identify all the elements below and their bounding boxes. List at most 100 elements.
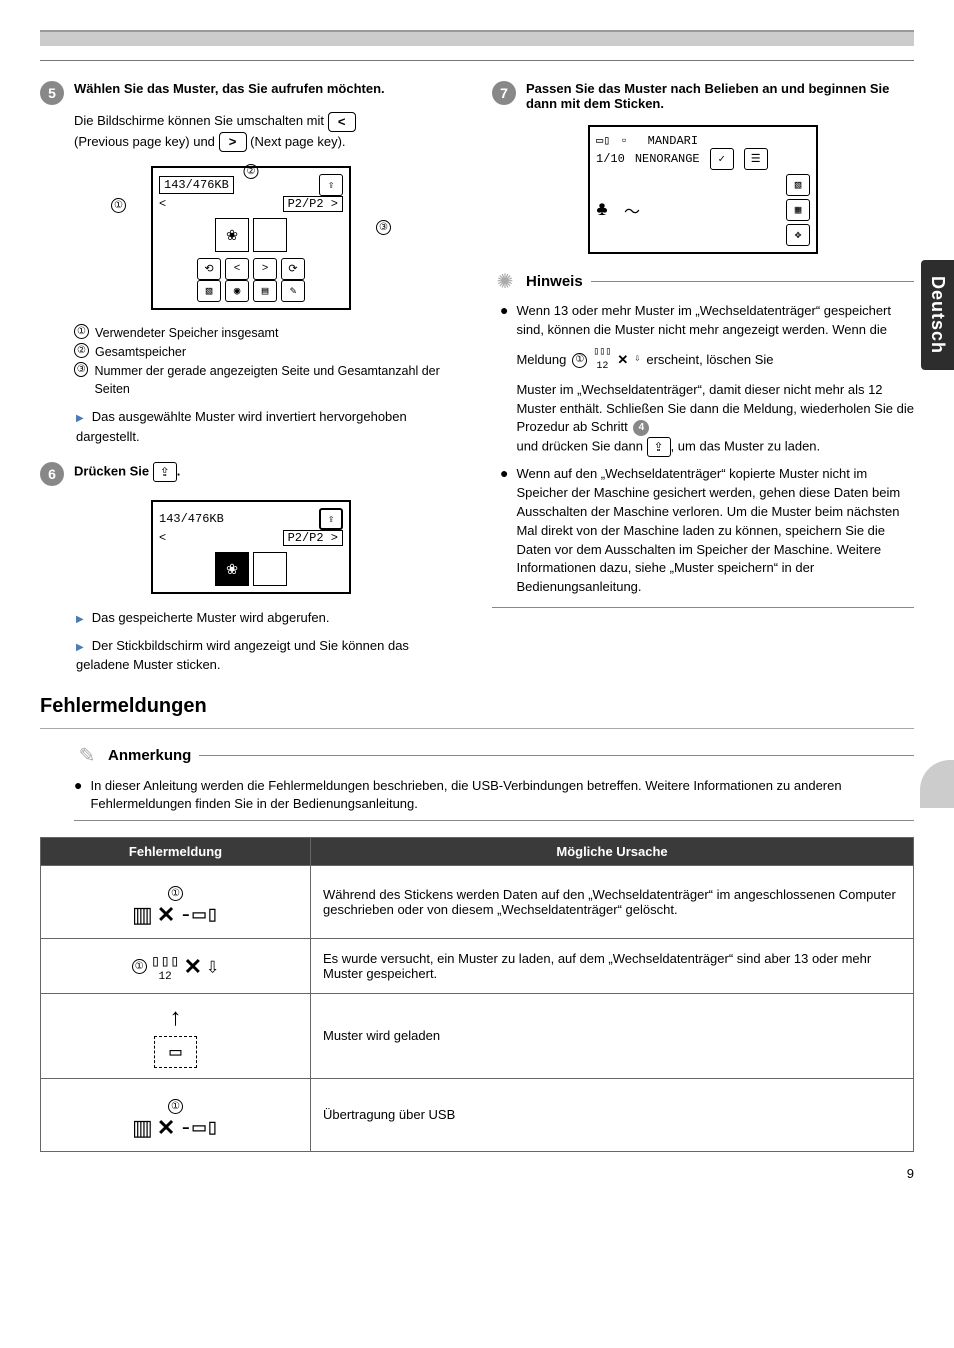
step7-title: Passen Sie das Muster nach Belieben an u… bbox=[526, 81, 889, 111]
anmerkung-icon: ✎ bbox=[74, 743, 100, 769]
hinweis-title: Hinweis bbox=[526, 273, 583, 290]
step5-lcd-figure: 143/476KB ⇪ < P2/P2 > ❀ ⟲ < > bbox=[151, 166, 351, 310]
step6-page: P2/P2 > bbox=[283, 530, 343, 546]
header-rule bbox=[40, 60, 914, 61]
header-gray-bar bbox=[40, 30, 914, 46]
list-icon: ☰ bbox=[744, 148, 768, 170]
msg-x-icon: ✕ bbox=[617, 351, 628, 370]
stitch-preview-icon: ～ bbox=[624, 198, 640, 222]
step6-title-a: Drücken Sie bbox=[74, 464, 149, 479]
err4-warn-icon: ① bbox=[168, 1099, 183, 1114]
table-row: ① ▥ ✕ -▭▯ Während des Stickens werden Da… bbox=[41, 866, 914, 939]
err4-text: Übertragung über USB bbox=[311, 1078, 914, 1151]
load-key-icon: ⇪ bbox=[153, 462, 177, 482]
inline-load-icon: ⇪ bbox=[647, 437, 671, 457]
lcd-fn-d-icon: ✎ bbox=[281, 280, 305, 302]
step-badge-7: 7 bbox=[492, 81, 516, 105]
page-number: 9 bbox=[40, 1166, 914, 1181]
leg-2-text: Gesamtspeicher bbox=[95, 343, 186, 362]
hinweis-item2: Wenn auf den „Wechseldatenträger“ kopier… bbox=[516, 465, 914, 597]
anmerkung-rule bbox=[199, 755, 914, 756]
empty-slot bbox=[253, 218, 287, 252]
table-row: ↑ ▭ Muster wird geladen bbox=[41, 993, 914, 1078]
leg-3-num: ③ bbox=[74, 362, 88, 377]
err4-icons: ▥ ✕ -▭▯ bbox=[132, 1115, 219, 1141]
anmerkung-bottom-rule bbox=[74, 820, 914, 821]
callout-3: ③ bbox=[376, 220, 391, 235]
lcd-back-icon: ⟲ bbox=[197, 258, 221, 280]
lcd-next-icon: > bbox=[253, 258, 277, 280]
fehler-heading: Fehlermeldungen bbox=[40, 695, 914, 718]
lcd-rotate-icon: ⟳ bbox=[281, 258, 305, 280]
section-rule bbox=[40, 728, 914, 729]
msg-usb-icon: ⇩ bbox=[634, 353, 640, 368]
err4-icon-group: ① bbox=[168, 1099, 183, 1114]
step6-empty-slot bbox=[253, 552, 287, 586]
step5-line2a: (Previous page key) und bbox=[74, 134, 215, 149]
color-name-line1: MANDARI bbox=[648, 134, 698, 148]
lcd-prev-icon: < bbox=[225, 258, 249, 280]
err1-icon-group: ① bbox=[168, 886, 183, 901]
msg-patterns-icon: ▯▯▯ bbox=[593, 346, 611, 361]
hoop-icon: ▭▯ bbox=[596, 133, 610, 148]
side-btn-2-icon: ▦ bbox=[786, 199, 810, 221]
step5-title: Wählen Sie das Muster, das Sie aufrufen … bbox=[74, 81, 385, 96]
step5-line2b: (Next page key). bbox=[250, 134, 345, 149]
step6-prev: < bbox=[159, 531, 166, 545]
step5-line1: Die Bildschirme können Sie umschalten mi… bbox=[74, 113, 324, 128]
leg-1-text: Verwendeter Speicher insgesamt bbox=[95, 324, 278, 343]
anmerkung-bullet-dot: ● bbox=[74, 777, 82, 815]
anmerkung-text: In dieser Anleitung werden die Fehlermel… bbox=[90, 777, 914, 815]
bullet-dot: ● bbox=[500, 302, 508, 457]
lcd-mem: 143/476KB bbox=[159, 176, 234, 194]
msg-12: 12 bbox=[596, 360, 608, 375]
side-btn-1-icon: ▧ bbox=[786, 174, 810, 196]
step6-mem: 143/476KB bbox=[159, 512, 224, 526]
bullet-dot-2: ● bbox=[500, 465, 508, 597]
lcd-page: P2/P2 > bbox=[283, 196, 343, 212]
msg-warn-icon: ① bbox=[572, 353, 587, 368]
callout-2: ② bbox=[244, 164, 259, 179]
lcd-fn-a-icon: ▧ bbox=[197, 280, 221, 302]
lcd-prev: < bbox=[159, 197, 166, 211]
confirm-icon: ✓ bbox=[710, 148, 734, 170]
err3-arrow-icon: ↑ bbox=[169, 1004, 181, 1032]
side-btn-3-icon: ✥ bbox=[786, 224, 810, 246]
err3-text: Muster wird geladen bbox=[311, 993, 914, 1078]
err1-icons: ▥ ✕ -▭▯ bbox=[132, 902, 219, 928]
hinweis-item1-body: Wenn 13 oder mehr Muster im „Wechseldate… bbox=[516, 302, 914, 457]
step-ref-4: 4 bbox=[633, 420, 649, 436]
hoop-small-icon: ▫ bbox=[620, 134, 627, 148]
table-row: ① ▯▯▯ 12 ✕ ⇩ Es wurde versucht, ein Must… bbox=[41, 939, 914, 994]
lcd-fn-c-icon: ▤ bbox=[253, 280, 277, 302]
callout-1: ① bbox=[111, 198, 126, 213]
hinweis-rule bbox=[591, 281, 914, 282]
color-count: 1/10 bbox=[596, 152, 625, 166]
error-table: Fehlermeldung Mögliche Ursache ① ▥ ✕ -▭▯… bbox=[40, 837, 914, 1152]
color-name-line2: NENORANGE bbox=[635, 152, 700, 166]
step-badge-6: 6 bbox=[40, 462, 64, 486]
step6-lcd-figure: 143/476KB ⇪ < P2/P2 > ❀ bbox=[151, 500, 351, 594]
lcd-fn-b-icon: ◉ bbox=[225, 280, 249, 302]
err2-text: Es wurde versucht, ein Muster zu laden, … bbox=[311, 939, 914, 994]
prev-page-key-icon: < bbox=[328, 112, 356, 132]
pattern-slot: ❀ bbox=[215, 218, 249, 252]
step6-pattern-slot: ❀ bbox=[215, 552, 249, 586]
next-page-key-icon: > bbox=[219, 132, 247, 152]
step7-lcd-figure: ▭▯ ▫ MANDARI 1/10 NENORANGE ✓ ☰ ♣ ～ bbox=[588, 125, 818, 254]
th-fehlermeldung: Fehlermeldung bbox=[41, 838, 311, 866]
blank-side-tab bbox=[920, 760, 954, 808]
err1-warn-icon: ① bbox=[168, 886, 183, 901]
table-row: ① ▥ ✕ -▭▯ Übertragung über USB bbox=[41, 1078, 914, 1151]
step6-title-b: . bbox=[177, 464, 181, 479]
shape-preview-icon: ♣ bbox=[596, 199, 608, 222]
step5-bullet: Das ausgewählte Muster wird invertiert h… bbox=[76, 407, 462, 446]
err3-box-icon: ▭ bbox=[154, 1036, 196, 1068]
step6-bullet2: Der Stickbildschirm wird angezeigt und S… bbox=[76, 636, 462, 675]
leg-1-num: ① bbox=[74, 324, 89, 339]
language-side-tab: Deutsch bbox=[921, 260, 954, 370]
th-ursache: Mögliche Ursache bbox=[311, 838, 914, 866]
step6-load-icon: ⇪ bbox=[319, 508, 343, 530]
leg-2-num: ② bbox=[74, 343, 89, 358]
err3-icon-group: ↑ ▭ bbox=[154, 1004, 196, 1068]
